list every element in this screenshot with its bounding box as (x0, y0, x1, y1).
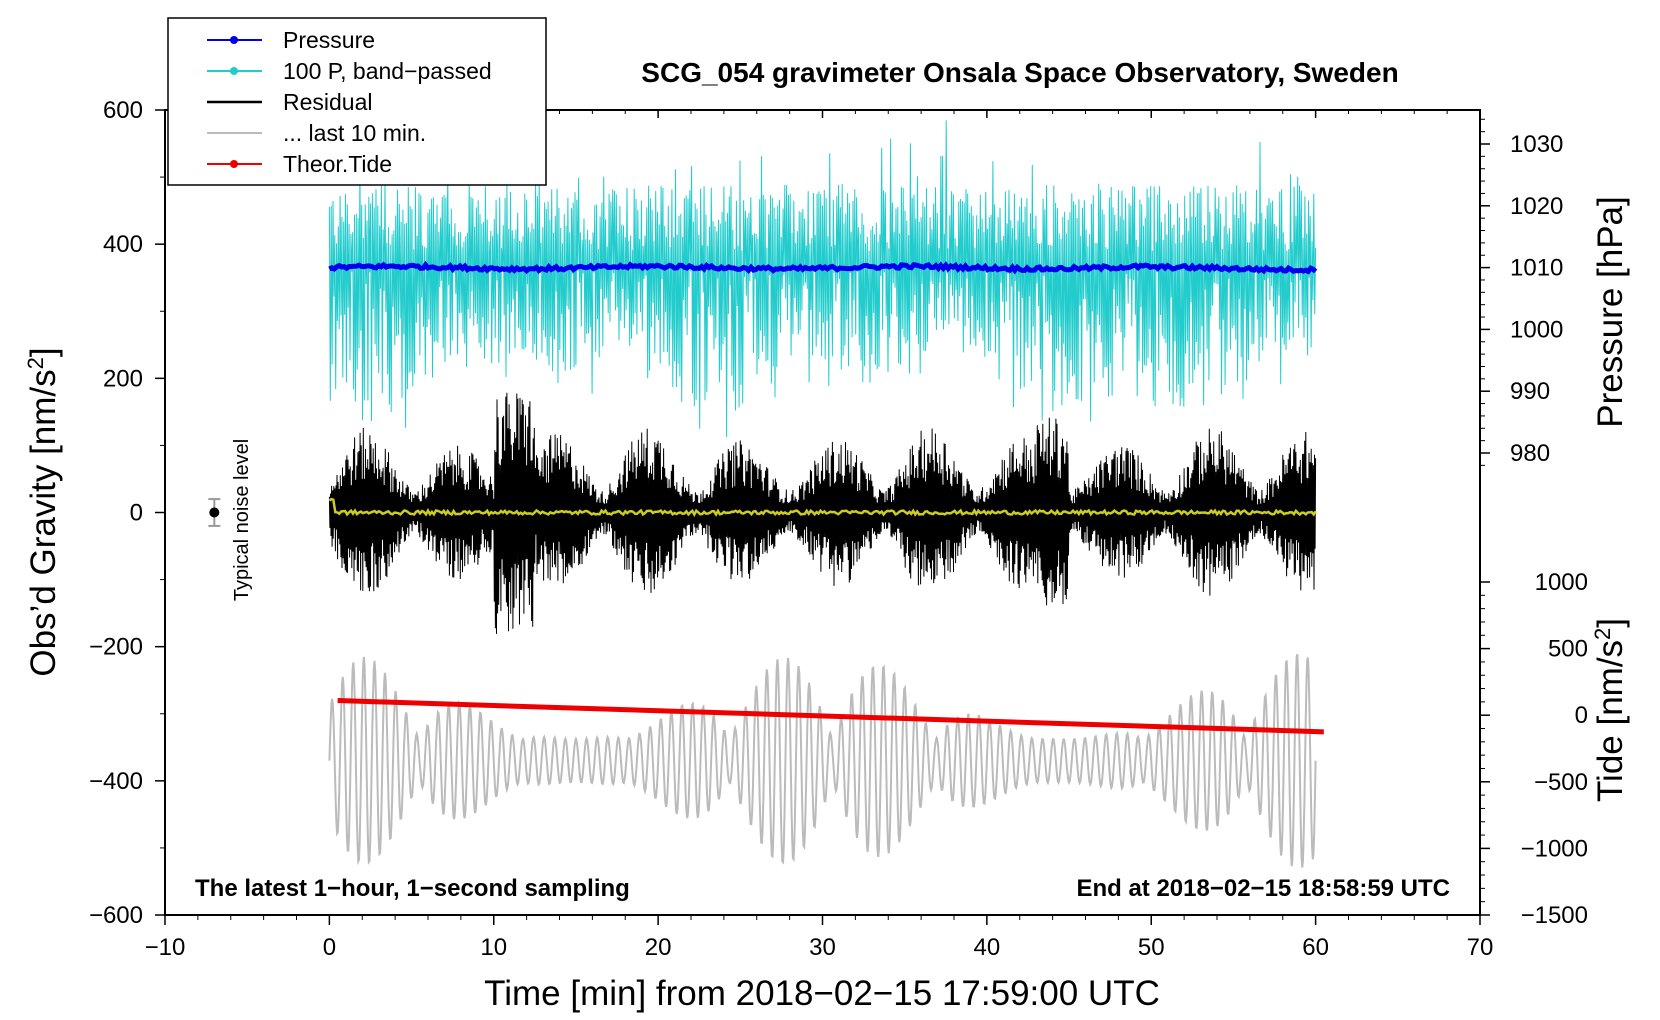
ticks-layer: −10 0 10 20 30 40 50 60 706004002000−200−400−600… (89, 97, 1588, 961)
x-tick-label: 70 (1467, 934, 1494, 961)
y-axis-label-pressure: Pressure [hPa] (1591, 196, 1630, 428)
noise-marker (208, 498, 221, 527)
y-tick-label: −600 (89, 902, 143, 929)
y-tick-label: 0 (130, 500, 143, 527)
annotation-bottom-left: The latest 1−hour, 1−second sampling (195, 875, 630, 902)
noise-dot (209, 507, 220, 518)
legend-label: Pressure (283, 27, 375, 53)
x-tick-label: −10 (145, 934, 186, 961)
noise-label: Typical noise level (231, 439, 253, 601)
legend-label: Theor.Tide (283, 151, 392, 177)
x-tick-label: 10 (480, 934, 507, 961)
legend-marker (230, 67, 238, 75)
legend-marker (230, 160, 238, 168)
y-tick-label: −400 (89, 768, 143, 795)
pressure-tick-label: 1020 (1510, 193, 1563, 220)
legend-label: ... last 10 min. (283, 120, 426, 146)
tide-tick-label: 0 (1575, 702, 1588, 729)
y-tick-label: 400 (103, 231, 143, 258)
tide-tick-label: 500 (1548, 636, 1588, 663)
legend-items: Pressure 100 P, band−passed Residual ... la… (207, 27, 492, 177)
series-last10min-line (328, 653, 1317, 868)
pressure-tick-label: 1030 (1510, 131, 1563, 158)
series-residual-line (328, 392, 1317, 634)
series-bandpassed-line (328, 120, 1317, 438)
legend-label: 100 P, band−passed (283, 58, 492, 84)
y-tick-label: 600 (103, 97, 143, 124)
series-tide-line (337, 698, 1324, 735)
x-tick-label: 0 (323, 934, 336, 961)
series-residual-smoothed-line (328, 497, 1317, 518)
legend: Pressure 100 P, band−passed Residual ... la… (167, 17, 547, 186)
series-layer (328, 120, 1324, 868)
pressure-tick-label: 980 (1510, 440, 1550, 467)
x-tick-label: 50 (1138, 934, 1165, 961)
chart-title: SCG_054 gravimeter Onsala Space Observat… (641, 57, 1398, 88)
x-tick-label: 20 (645, 934, 672, 961)
y-axis-label-left: Obs’d Gravity [nm/s2] (23, 347, 64, 676)
annotation-bottom-right: End at 2018−02−15 18:58:59 UTC (1076, 875, 1450, 902)
pressure-tick-label: 990 (1510, 378, 1550, 405)
tide-tick-label: 1000 (1535, 569, 1588, 596)
tide-tick-label: −1000 (1521, 835, 1588, 862)
x-axis-label: Time [min] from 2018−02−15 17:59:00 UTC (484, 974, 1160, 1013)
legend-label: Residual (283, 89, 373, 115)
tide-tick-label: −500 (1534, 769, 1588, 796)
x-tick-label: 30 (809, 934, 836, 961)
series-pressure-line (328, 260, 1318, 275)
y-axis-label-tide: Tide [nm/s2] (1590, 618, 1631, 802)
pressure-tick-label: 1000 (1510, 316, 1563, 343)
tide-tick-label: −1500 (1521, 902, 1588, 929)
x-tick-label: 60 (1302, 934, 1329, 961)
x-tick-label: 40 (974, 934, 1001, 961)
pressure-tick-label: 1010 (1510, 255, 1563, 282)
y-tick-label: −200 (89, 634, 143, 661)
legend-marker (230, 36, 238, 44)
y-tick-label: 200 (103, 365, 143, 392)
